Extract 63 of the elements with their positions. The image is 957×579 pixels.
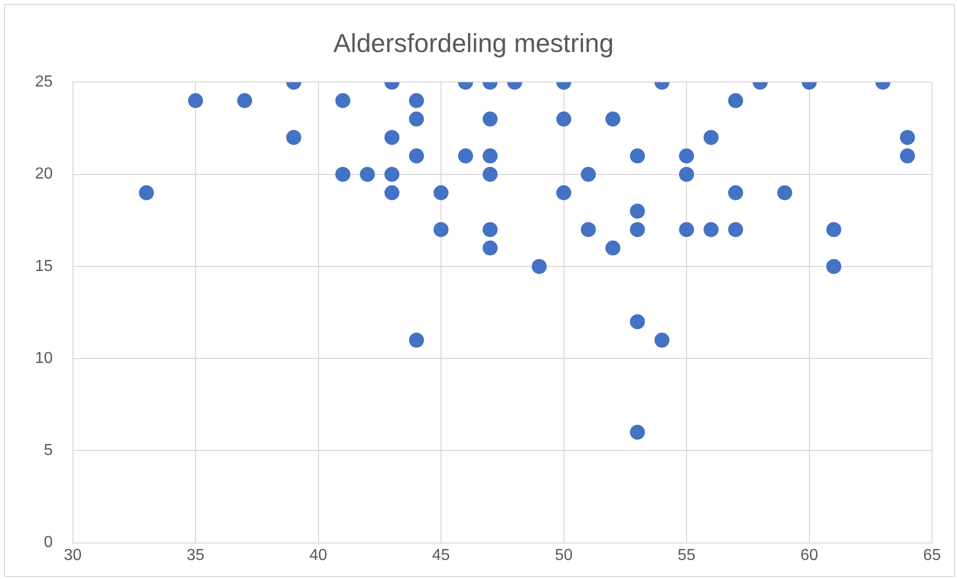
- y-tick-label: 10: [35, 350, 53, 367]
- x-tick-label: 50: [554, 546, 573, 564]
- y-tick-label: 5: [44, 442, 53, 460]
- y-tick-label: 25: [35, 74, 53, 91]
- y-tick-label: 20: [35, 166, 53, 183]
- point: [556, 112, 572, 127]
- point: [900, 148, 915, 164]
- chart-title: Aldersfordeling mestring: [333, 28, 614, 58]
- point: [654, 332, 670, 348]
- point: [335, 166, 350, 182]
- point: [630, 314, 645, 330]
- point: [580, 222, 596, 238]
- point: [900, 130, 915, 145]
- x-tick-label: 65: [923, 546, 941, 564]
- point: [704, 130, 719, 145]
- point: [728, 93, 744, 108]
- y-tick-label: 15: [35, 258, 53, 275]
- point: [630, 204, 645, 219]
- point: [728, 222, 744, 238]
- x-tick-label: 40: [309, 546, 328, 564]
- point: [630, 148, 645, 164]
- point: [482, 112, 498, 127]
- point: [138, 185, 154, 200]
- point: [826, 258, 842, 274]
- point: [532, 258, 547, 274]
- point: [580, 166, 596, 182]
- x-tick-label: 60: [800, 546, 818, 564]
- point: [605, 240, 620, 256]
- point: [188, 93, 204, 108]
- point: [704, 222, 719, 238]
- point: [679, 166, 694, 182]
- point: [728, 185, 744, 200]
- point: [384, 130, 400, 145]
- point: [434, 185, 449, 200]
- point: [360, 166, 375, 182]
- point: [556, 185, 572, 200]
- point: [482, 166, 498, 182]
- point: [335, 93, 350, 108]
- point: [482, 148, 498, 164]
- point: [679, 222, 694, 238]
- point: [408, 93, 424, 108]
- point: [408, 332, 424, 348]
- point: [777, 185, 792, 200]
- x-tick-label: 35: [186, 546, 205, 564]
- point: [286, 130, 302, 145]
- point: [434, 222, 449, 238]
- y-tick-label: 0: [44, 534, 53, 552]
- x-tick-label: 30: [64, 546, 82, 564]
- point: [482, 222, 498, 238]
- point: [237, 93, 252, 108]
- point: [482, 240, 498, 256]
- point: [408, 112, 424, 127]
- point: [679, 148, 694, 164]
- point: [458, 148, 474, 164]
- point: [384, 185, 400, 200]
- point: [630, 222, 645, 238]
- point: [384, 166, 400, 182]
- x-tick-label: 55: [678, 546, 696, 564]
- point: [630, 424, 645, 440]
- point: [826, 222, 842, 238]
- point: [408, 148, 424, 164]
- x-tick-label: 45: [432, 546, 450, 564]
- point: [605, 112, 620, 127]
